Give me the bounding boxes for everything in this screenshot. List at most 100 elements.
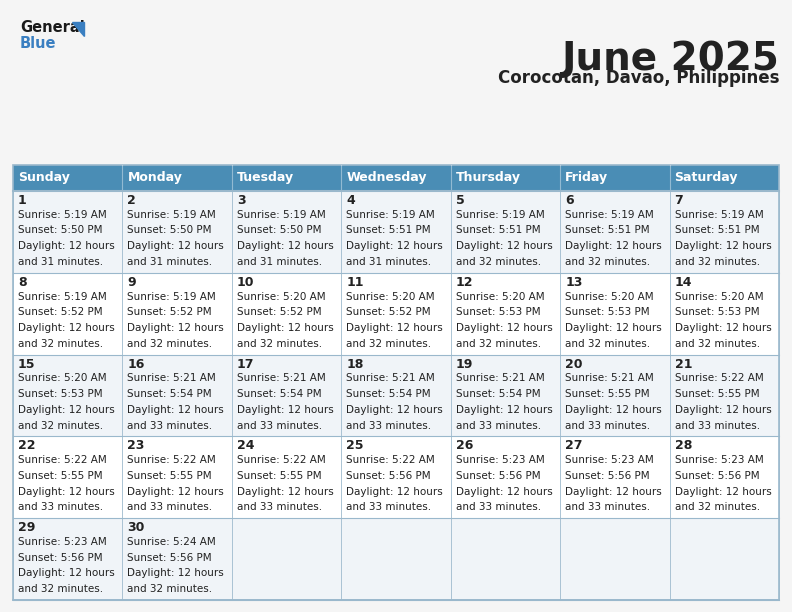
Text: Sunset: 5:56 PM: Sunset: 5:56 PM [565,471,649,481]
Text: Sunset: 5:54 PM: Sunset: 5:54 PM [128,389,212,399]
Text: Daylight: 12 hours: Daylight: 12 hours [565,487,662,497]
Text: Sunrise: 5:23 AM: Sunrise: 5:23 AM [455,455,544,465]
Text: Sunset: 5:52 PM: Sunset: 5:52 PM [128,307,212,317]
Text: 7: 7 [675,194,683,207]
Text: Sunset: 5:55 PM: Sunset: 5:55 PM [565,389,649,399]
Text: and 31 minutes.: and 31 minutes. [346,257,432,267]
Text: Monday: Monday [128,171,182,184]
Bar [341,354,451,436]
Bar [451,273,560,354]
Bar [123,518,232,600]
Text: Sunrise: 5:20 AM: Sunrise: 5:20 AM [237,291,326,302]
Text: Sunrise: 5:22 AM: Sunrise: 5:22 AM [675,373,763,383]
Bar [669,518,779,600]
Text: 27: 27 [565,439,583,452]
Text: 19: 19 [455,357,473,371]
Text: Sunrise: 5:19 AM: Sunrise: 5:19 AM [455,210,544,220]
Text: Daylight: 12 hours: Daylight: 12 hours [346,241,443,252]
Text: Daylight: 12 hours: Daylight: 12 hours [346,487,443,497]
Bar [123,191,232,273]
Text: Daylight: 12 hours: Daylight: 12 hours [128,405,224,415]
Text: Sunset: 5:54 PM: Sunset: 5:54 PM [455,389,540,399]
Text: Daylight: 12 hours: Daylight: 12 hours [237,323,333,333]
Text: Sunrise: 5:21 AM: Sunrise: 5:21 AM [455,373,544,383]
Text: 20: 20 [565,357,583,371]
Text: Sunrise: 5:20 AM: Sunrise: 5:20 AM [346,291,435,302]
Text: Sunrise: 5:22 AM: Sunrise: 5:22 AM [128,455,216,465]
Text: Sunrise: 5:19 AM: Sunrise: 5:19 AM [18,291,107,302]
Text: Sunset: 5:51 PM: Sunset: 5:51 PM [346,225,431,236]
Text: Sunrise: 5:22 AM: Sunrise: 5:22 AM [18,455,107,465]
Text: Sunrise: 5:19 AM: Sunrise: 5:19 AM [128,291,216,302]
Text: Sunrise: 5:20 AM: Sunrise: 5:20 AM [565,291,653,302]
Text: and 33 minutes.: and 33 minutes. [346,420,432,431]
Text: 12: 12 [455,276,473,289]
Text: and 32 minutes.: and 32 minutes. [565,339,650,349]
Bar [13,165,123,191]
Text: Sunset: 5:53 PM: Sunset: 5:53 PM [18,389,103,399]
Text: Sunset: 5:53 PM: Sunset: 5:53 PM [565,307,649,317]
Text: Daylight: 12 hours: Daylight: 12 hours [18,487,115,497]
Bar [13,436,123,518]
Bar [669,165,779,191]
Text: 5: 5 [455,194,464,207]
Text: and 31 minutes.: and 31 minutes. [237,257,322,267]
Text: Sunset: 5:52 PM: Sunset: 5:52 PM [237,307,322,317]
Text: Sunset: 5:52 PM: Sunset: 5:52 PM [346,307,431,317]
Polygon shape [72,22,84,36]
Text: Sunrise: 5:23 AM: Sunrise: 5:23 AM [18,537,107,547]
Text: Daylight: 12 hours: Daylight: 12 hours [128,569,224,578]
Text: Daylight: 12 hours: Daylight: 12 hours [455,323,553,333]
Text: Sunrise: 5:19 AM: Sunrise: 5:19 AM [675,210,763,220]
Text: Sunrise: 5:20 AM: Sunrise: 5:20 AM [675,291,763,302]
Text: Sunrise: 5:21 AM: Sunrise: 5:21 AM [128,373,216,383]
Bar [123,436,232,518]
Text: and 31 minutes.: and 31 minutes. [128,257,212,267]
Text: 1: 1 [18,194,27,207]
Bar [123,273,232,354]
Bar [669,191,779,273]
Text: and 32 minutes.: and 32 minutes. [455,339,541,349]
Bar [669,354,779,436]
Text: 13: 13 [565,276,583,289]
Text: and 33 minutes.: and 33 minutes. [18,502,103,512]
Text: and 33 minutes.: and 33 minutes. [128,502,212,512]
Text: Sunrise: 5:21 AM: Sunrise: 5:21 AM [346,373,435,383]
Text: General: General [20,20,85,35]
Text: Daylight: 12 hours: Daylight: 12 hours [18,569,115,578]
Text: Daylight: 12 hours: Daylight: 12 hours [455,487,553,497]
Bar [123,354,232,436]
Text: and 32 minutes.: and 32 minutes. [455,257,541,267]
Bar [669,273,779,354]
Bar [560,518,669,600]
Text: and 32 minutes.: and 32 minutes. [128,339,212,349]
Text: 15: 15 [18,357,36,371]
Text: and 32 minutes.: and 32 minutes. [18,339,103,349]
Bar [232,191,341,273]
Text: 10: 10 [237,276,254,289]
Bar [560,165,669,191]
Text: Blue: Blue [20,36,56,51]
Bar [451,518,560,600]
Bar [232,273,341,354]
Text: Sunset: 5:51 PM: Sunset: 5:51 PM [455,225,540,236]
Text: 29: 29 [18,521,36,534]
Text: 8: 8 [18,276,27,289]
Text: Daylight: 12 hours: Daylight: 12 hours [237,405,333,415]
Bar [560,273,669,354]
Text: 16: 16 [128,357,145,371]
Text: and 33 minutes.: and 33 minutes. [237,502,322,512]
Bar [232,165,341,191]
Text: 6: 6 [565,194,573,207]
Bar [560,354,669,436]
Text: Daylight: 12 hours: Daylight: 12 hours [455,241,553,252]
Text: Sunrise: 5:20 AM: Sunrise: 5:20 AM [18,373,107,383]
Text: Daylight: 12 hours: Daylight: 12 hours [455,405,553,415]
Text: Daylight: 12 hours: Daylight: 12 hours [675,405,771,415]
Text: Sunrise: 5:19 AM: Sunrise: 5:19 AM [346,210,435,220]
Bar [123,165,232,191]
Text: Daylight: 12 hours: Daylight: 12 hours [346,323,443,333]
Bar [13,191,123,273]
Text: Sunset: 5:50 PM: Sunset: 5:50 PM [18,225,102,236]
Text: Daylight: 12 hours: Daylight: 12 hours [18,405,115,415]
